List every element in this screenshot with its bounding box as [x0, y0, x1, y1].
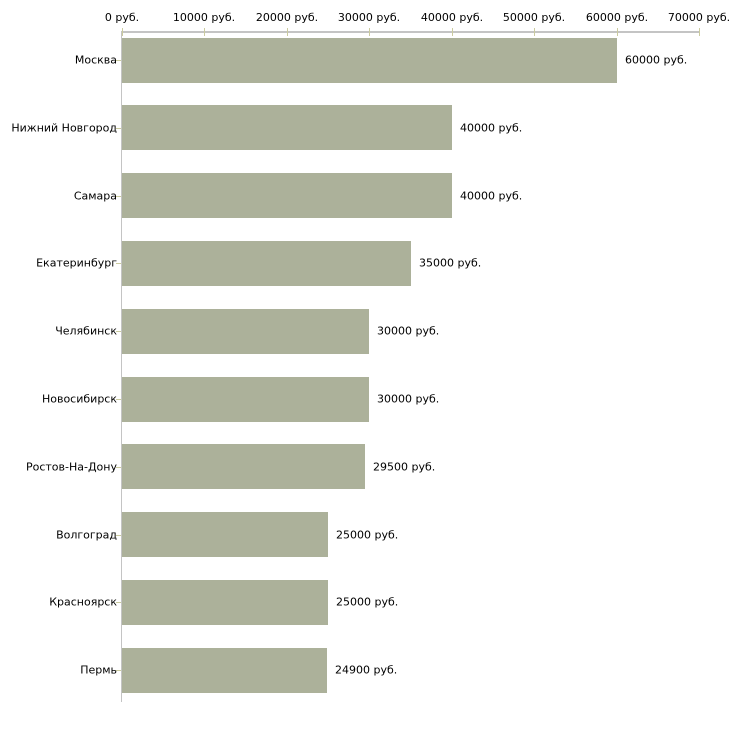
y-axis-tick — [116, 399, 121, 400]
x-axis-line — [122, 31, 700, 33]
y-axis-tick — [116, 196, 121, 197]
bar — [122, 309, 369, 354]
x-axis-tick-label: 50000 руб. — [502, 11, 566, 24]
x-axis-tick — [534, 28, 535, 36]
value-label: 40000 руб. — [460, 121, 523, 135]
category-label: Новосибирск — [41, 392, 117, 406]
y-axis-tick — [116, 670, 121, 671]
value-label: 60000 руб. — [625, 53, 688, 67]
category-label: Нижний Новгород — [11, 121, 117, 135]
y-axis-tick — [116, 602, 121, 603]
x-axis-tick-label: 40000 руб. — [420, 11, 484, 24]
category-label: Волгоград — [56, 528, 117, 542]
y-axis-tick — [116, 331, 121, 332]
category-label: Ростов-На-Дону — [25, 460, 117, 474]
x-axis-tick — [287, 28, 288, 36]
value-label: 25000 руб. — [336, 528, 399, 542]
y-axis-tick — [116, 535, 121, 536]
bar — [122, 241, 411, 286]
bar — [122, 444, 365, 489]
x-axis-tick — [369, 28, 370, 36]
bar — [122, 648, 327, 693]
value-label: 35000 руб. — [419, 256, 482, 270]
x-axis-tick-label: 70000 руб. — [667, 11, 730, 24]
category-label: Красноярск — [49, 595, 117, 609]
y-axis-tick — [116, 128, 121, 129]
category-label: Екатеринбург — [36, 256, 117, 270]
bar — [122, 105, 452, 150]
x-axis-tick — [617, 28, 618, 36]
value-label: 24900 руб. — [335, 663, 398, 677]
value-label: 30000 руб. — [377, 392, 440, 406]
y-axis-line — [121, 31, 122, 702]
value-label: 25000 руб. — [336, 595, 399, 609]
bar — [122, 512, 328, 557]
category-label: Самара — [73, 189, 117, 203]
bar — [122, 580, 328, 625]
value-label: 40000 руб. — [460, 189, 523, 203]
bar — [122, 173, 452, 218]
bar — [122, 377, 369, 422]
x-axis-tick — [122, 28, 123, 36]
y-axis-tick — [116, 467, 121, 468]
x-axis-tick — [452, 28, 453, 36]
x-axis-tick-label: 0 руб. — [104, 11, 140, 24]
value-label: 29500 руб. — [373, 460, 436, 474]
value-label: 30000 руб. — [377, 324, 440, 338]
x-axis-tick-label: 30000 руб. — [337, 11, 401, 24]
x-axis-tick-label: 60000 руб. — [585, 11, 649, 24]
category-label: Пермь — [80, 663, 117, 677]
category-label: Челябинск — [55, 324, 117, 338]
y-axis-tick — [116, 60, 121, 61]
x-axis-tick — [204, 28, 205, 36]
bar — [122, 38, 617, 83]
x-axis-tick — [699, 28, 700, 36]
y-axis-tick — [116, 263, 121, 264]
x-axis-tick-label: 20000 руб. — [255, 11, 319, 24]
category-label: Москва — [74, 53, 117, 67]
x-axis-tick-label: 10000 руб. — [172, 11, 236, 24]
